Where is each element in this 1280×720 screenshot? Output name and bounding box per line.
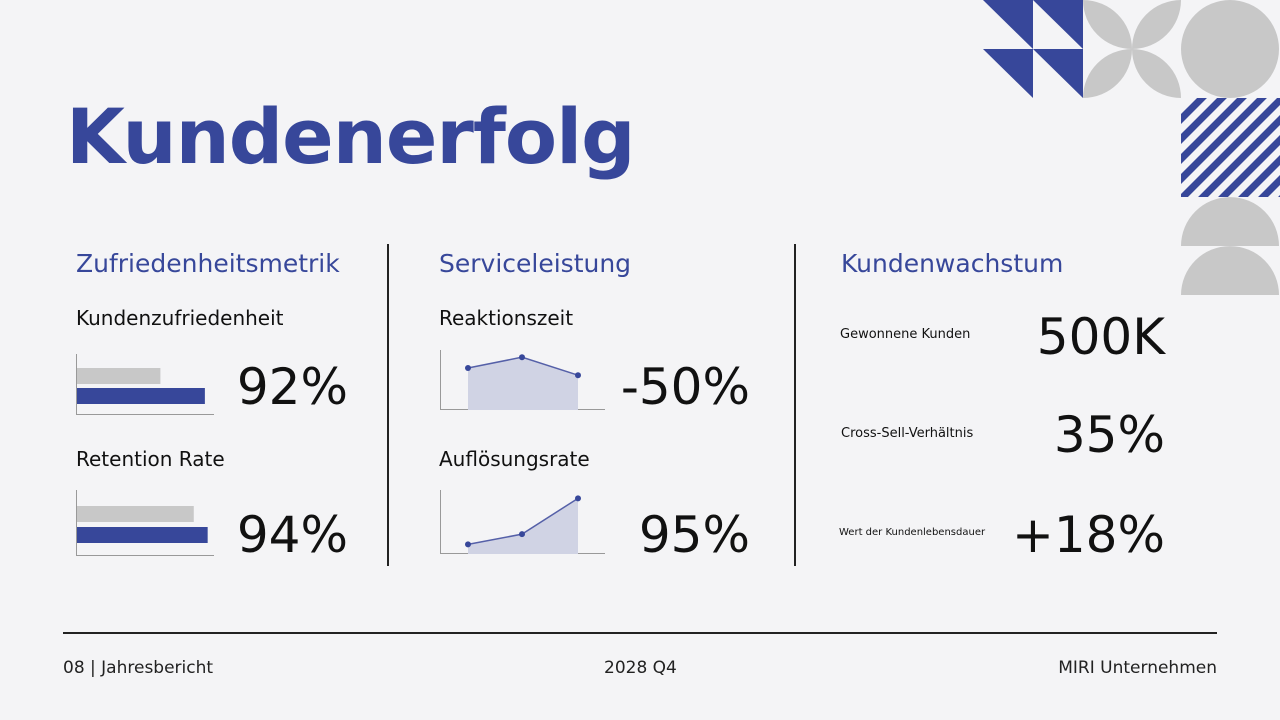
bar-accent — [77, 527, 208, 543]
column-divider — [387, 244, 389, 566]
bar-gray — [77, 506, 194, 522]
data-point — [465, 541, 471, 548]
value-customers-won: 500K — [1036, 308, 1165, 366]
data-point — [575, 495, 581, 502]
stripes-icon — [1181, 98, 1280, 197]
data-point — [519, 531, 525, 538]
heading-satisfaction: Zufriedenheitsmetrik — [76, 249, 340, 278]
heading-service: Serviceleistung — [439, 249, 632, 278]
area-fill — [468, 498, 578, 554]
label-response-time: Reaktionszeit — [439, 306, 574, 330]
footer-page: 08 | Jahresbericht — [63, 658, 214, 678]
value-customer-satisfaction: 92% — [236, 358, 348, 416]
data-point — [465, 365, 471, 371]
circle-icon — [1181, 0, 1279, 98]
label-cross-sell: Cross-Sell-Verhältnis — [841, 426, 974, 441]
area-fill — [468, 357, 578, 410]
footer-divider — [63, 632, 1217, 634]
footer-company: MIRI Unternehmen — [1058, 658, 1217, 678]
half-circles-icon — [1181, 197, 1279, 295]
value-retention-rate: 94% — [236, 506, 348, 564]
label-customers-won: Gewonnene Kunden — [840, 327, 971, 342]
label-lifetime-value: Wert der Kundenlebensdauer — [839, 527, 986, 538]
data-point — [575, 372, 581, 379]
label-retention-rate: Retention Rate — [76, 447, 225, 471]
bar-gray — [77, 368, 161, 384]
value-response-time: -50% — [620, 358, 750, 416]
column-divider — [794, 244, 796, 566]
value-cross-sell: 35% — [1053, 406, 1165, 464]
triangles-icon — [983, 0, 1083, 98]
page-title: Kundenerfolg — [66, 92, 636, 181]
value-lifetime-value: +18% — [1011, 506, 1165, 564]
footer-date: 2028 Q4 — [604, 658, 677, 678]
bar-accent — [77, 388, 205, 404]
value-resolution-rate: 95% — [638, 506, 750, 564]
petals-icon — [1083, 0, 1181, 98]
label-resolution-rate: Auflösungsrate — [439, 447, 590, 471]
data-point — [519, 354, 525, 361]
heading-growth: Kundenwachstum — [841, 249, 1064, 278]
label-customer-satisfaction: Kundenzufriedenheit — [76, 306, 284, 330]
